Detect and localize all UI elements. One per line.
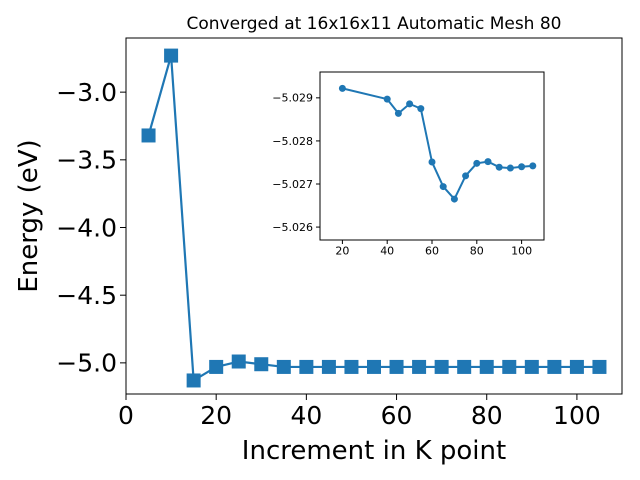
inset-data-point	[506, 164, 514, 172]
main-y-tick-label: −3.0	[56, 78, 117, 107]
main-data-point	[569, 359, 584, 374]
main-data-point	[457, 359, 472, 374]
inset-data-point	[529, 162, 537, 170]
main-data-point	[321, 359, 336, 374]
main-data-point	[592, 359, 607, 374]
main-y-tick-label: −4.0	[56, 213, 117, 242]
main-data-point	[367, 359, 381, 374]
main-data-point	[344, 359, 359, 374]
main-x-tick-label: 60	[381, 401, 413, 430]
main-x-tick-label: 20	[200, 401, 232, 430]
inset-x-tick-label: 20	[335, 244, 349, 257]
inset-data-point	[383, 95, 391, 103]
inset-axis-ticks: 20 40 60 80 100 −5.029 −5.028 −5.027 −5.026	[272, 92, 532, 258]
inset-data-point	[428, 158, 436, 166]
main-data-point	[389, 359, 404, 374]
main-data-point	[299, 359, 314, 374]
inset-data-point	[462, 172, 470, 180]
inset-data-point	[518, 163, 526, 171]
main-series-group	[141, 48, 607, 388]
y-axis-label: Energy (eV)	[14, 139, 44, 292]
main-x-tick-label: 80	[471, 401, 503, 430]
main-y-tick-label: −3.5	[56, 146, 117, 175]
inset-data-point	[406, 100, 414, 108]
inset-y-tick-label: −5.028	[272, 135, 313, 148]
inset-data-point	[473, 159, 481, 167]
main-y-tick-label: −5.0	[56, 349, 117, 378]
main-data-point	[209, 359, 224, 374]
inset-data-point	[439, 183, 447, 191]
main-data-point	[231, 354, 246, 369]
main-axes-frame	[125, 37, 623, 395]
main-plot-area	[141, 48, 607, 388]
inset-data-point	[338, 84, 346, 92]
main-x-tick-label: 40	[290, 401, 322, 430]
inset-data-point	[495, 163, 503, 171]
inset-axes-frame	[319, 71, 545, 241]
main-axis-ticks: 0 20 40 60 80 100 −5.0 −4.5 −4.0 −3.5 −3.0	[56, 78, 600, 430]
main-y-tick-label: −4.5	[56, 281, 117, 310]
main-data-point	[186, 373, 201, 388]
inset-plot-area	[338, 84, 537, 203]
inset-data-point	[484, 158, 492, 166]
inset-background	[320, 72, 544, 240]
inset-data-point	[417, 105, 425, 113]
main-x-tick-label: 100	[553, 401, 601, 430]
inset-x-tick-label: 80	[470, 244, 484, 257]
inset-data-point	[450, 195, 458, 203]
main-data-point	[547, 359, 562, 374]
main-data-point	[434, 359, 449, 374]
main-data-point	[524, 359, 539, 374]
main-data-point	[502, 359, 517, 374]
inset-x-tick-label: 40	[380, 244, 394, 257]
inset-y-tick-label: −5.027	[272, 178, 313, 191]
main-data-point	[141, 128, 156, 143]
main-data-point	[254, 357, 269, 372]
chart-title: Converged at 16x16x11 Automatic Mesh 80	[187, 14, 562, 34]
main-data-point	[276, 359, 291, 374]
inset-x-tick-label: 60	[425, 244, 439, 257]
main-x-tick-label: 0	[118, 401, 134, 430]
main-data-point	[164, 48, 179, 63]
inset-x-tick-label: 100	[511, 244, 532, 257]
inset-y-tick-label: −5.026	[272, 221, 313, 234]
inset-data-point	[394, 109, 402, 117]
x-axis-label: Increment in K point	[242, 436, 506, 466]
main-data-point	[412, 359, 427, 374]
inset-y-tick-label: −5.029	[272, 92, 313, 105]
inset-series-group	[338, 84, 537, 203]
main-data-point	[479, 359, 494, 374]
